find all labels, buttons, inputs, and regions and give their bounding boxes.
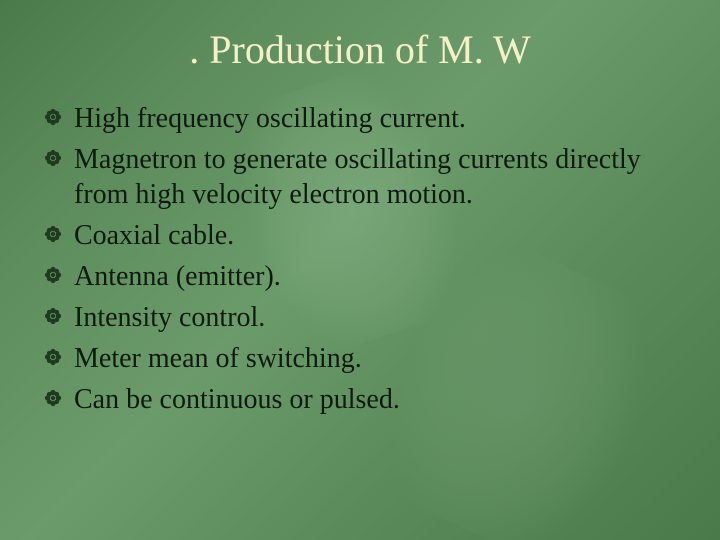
bullet-text: Can be continuous or pulsed. xyxy=(74,384,400,415)
bullet-text: Magnetron to generate oscillating curren… xyxy=(74,144,641,210)
list-item: High frequency oscillating current. xyxy=(44,101,680,136)
bullet-text: Meter mean of switching. xyxy=(74,343,362,374)
bullet-text: High frequency oscillating current. xyxy=(74,103,466,134)
list-item: Magnetron to generate oscillating curren… xyxy=(44,142,680,212)
flower-bullet-icon xyxy=(44,149,62,167)
slide: . Production of M. W High frequency osci… xyxy=(0,0,720,540)
bullet-text: Intensity control. xyxy=(74,302,265,333)
flower-bullet-icon xyxy=(44,266,62,284)
bullet-text: Antenna (emitter). xyxy=(74,261,281,292)
list-item: Meter mean of switching. xyxy=(44,341,680,376)
bullet-list: High frequency oscillating current. Magn… xyxy=(44,101,680,417)
flower-bullet-icon xyxy=(44,307,62,325)
flower-bullet-icon xyxy=(44,348,62,366)
list-item: Antenna (emitter). xyxy=(44,259,680,294)
bullet-text: Coaxial cable. xyxy=(74,220,234,251)
list-item: Intensity control. xyxy=(44,300,680,335)
list-item: Can be continuous or pulsed. xyxy=(44,382,680,417)
flower-bullet-icon xyxy=(44,108,62,126)
flower-bullet-icon xyxy=(44,225,62,243)
flower-bullet-icon xyxy=(44,389,62,407)
list-item: Coaxial cable. xyxy=(44,218,680,253)
slide-title: . Production of M. W xyxy=(40,26,680,73)
